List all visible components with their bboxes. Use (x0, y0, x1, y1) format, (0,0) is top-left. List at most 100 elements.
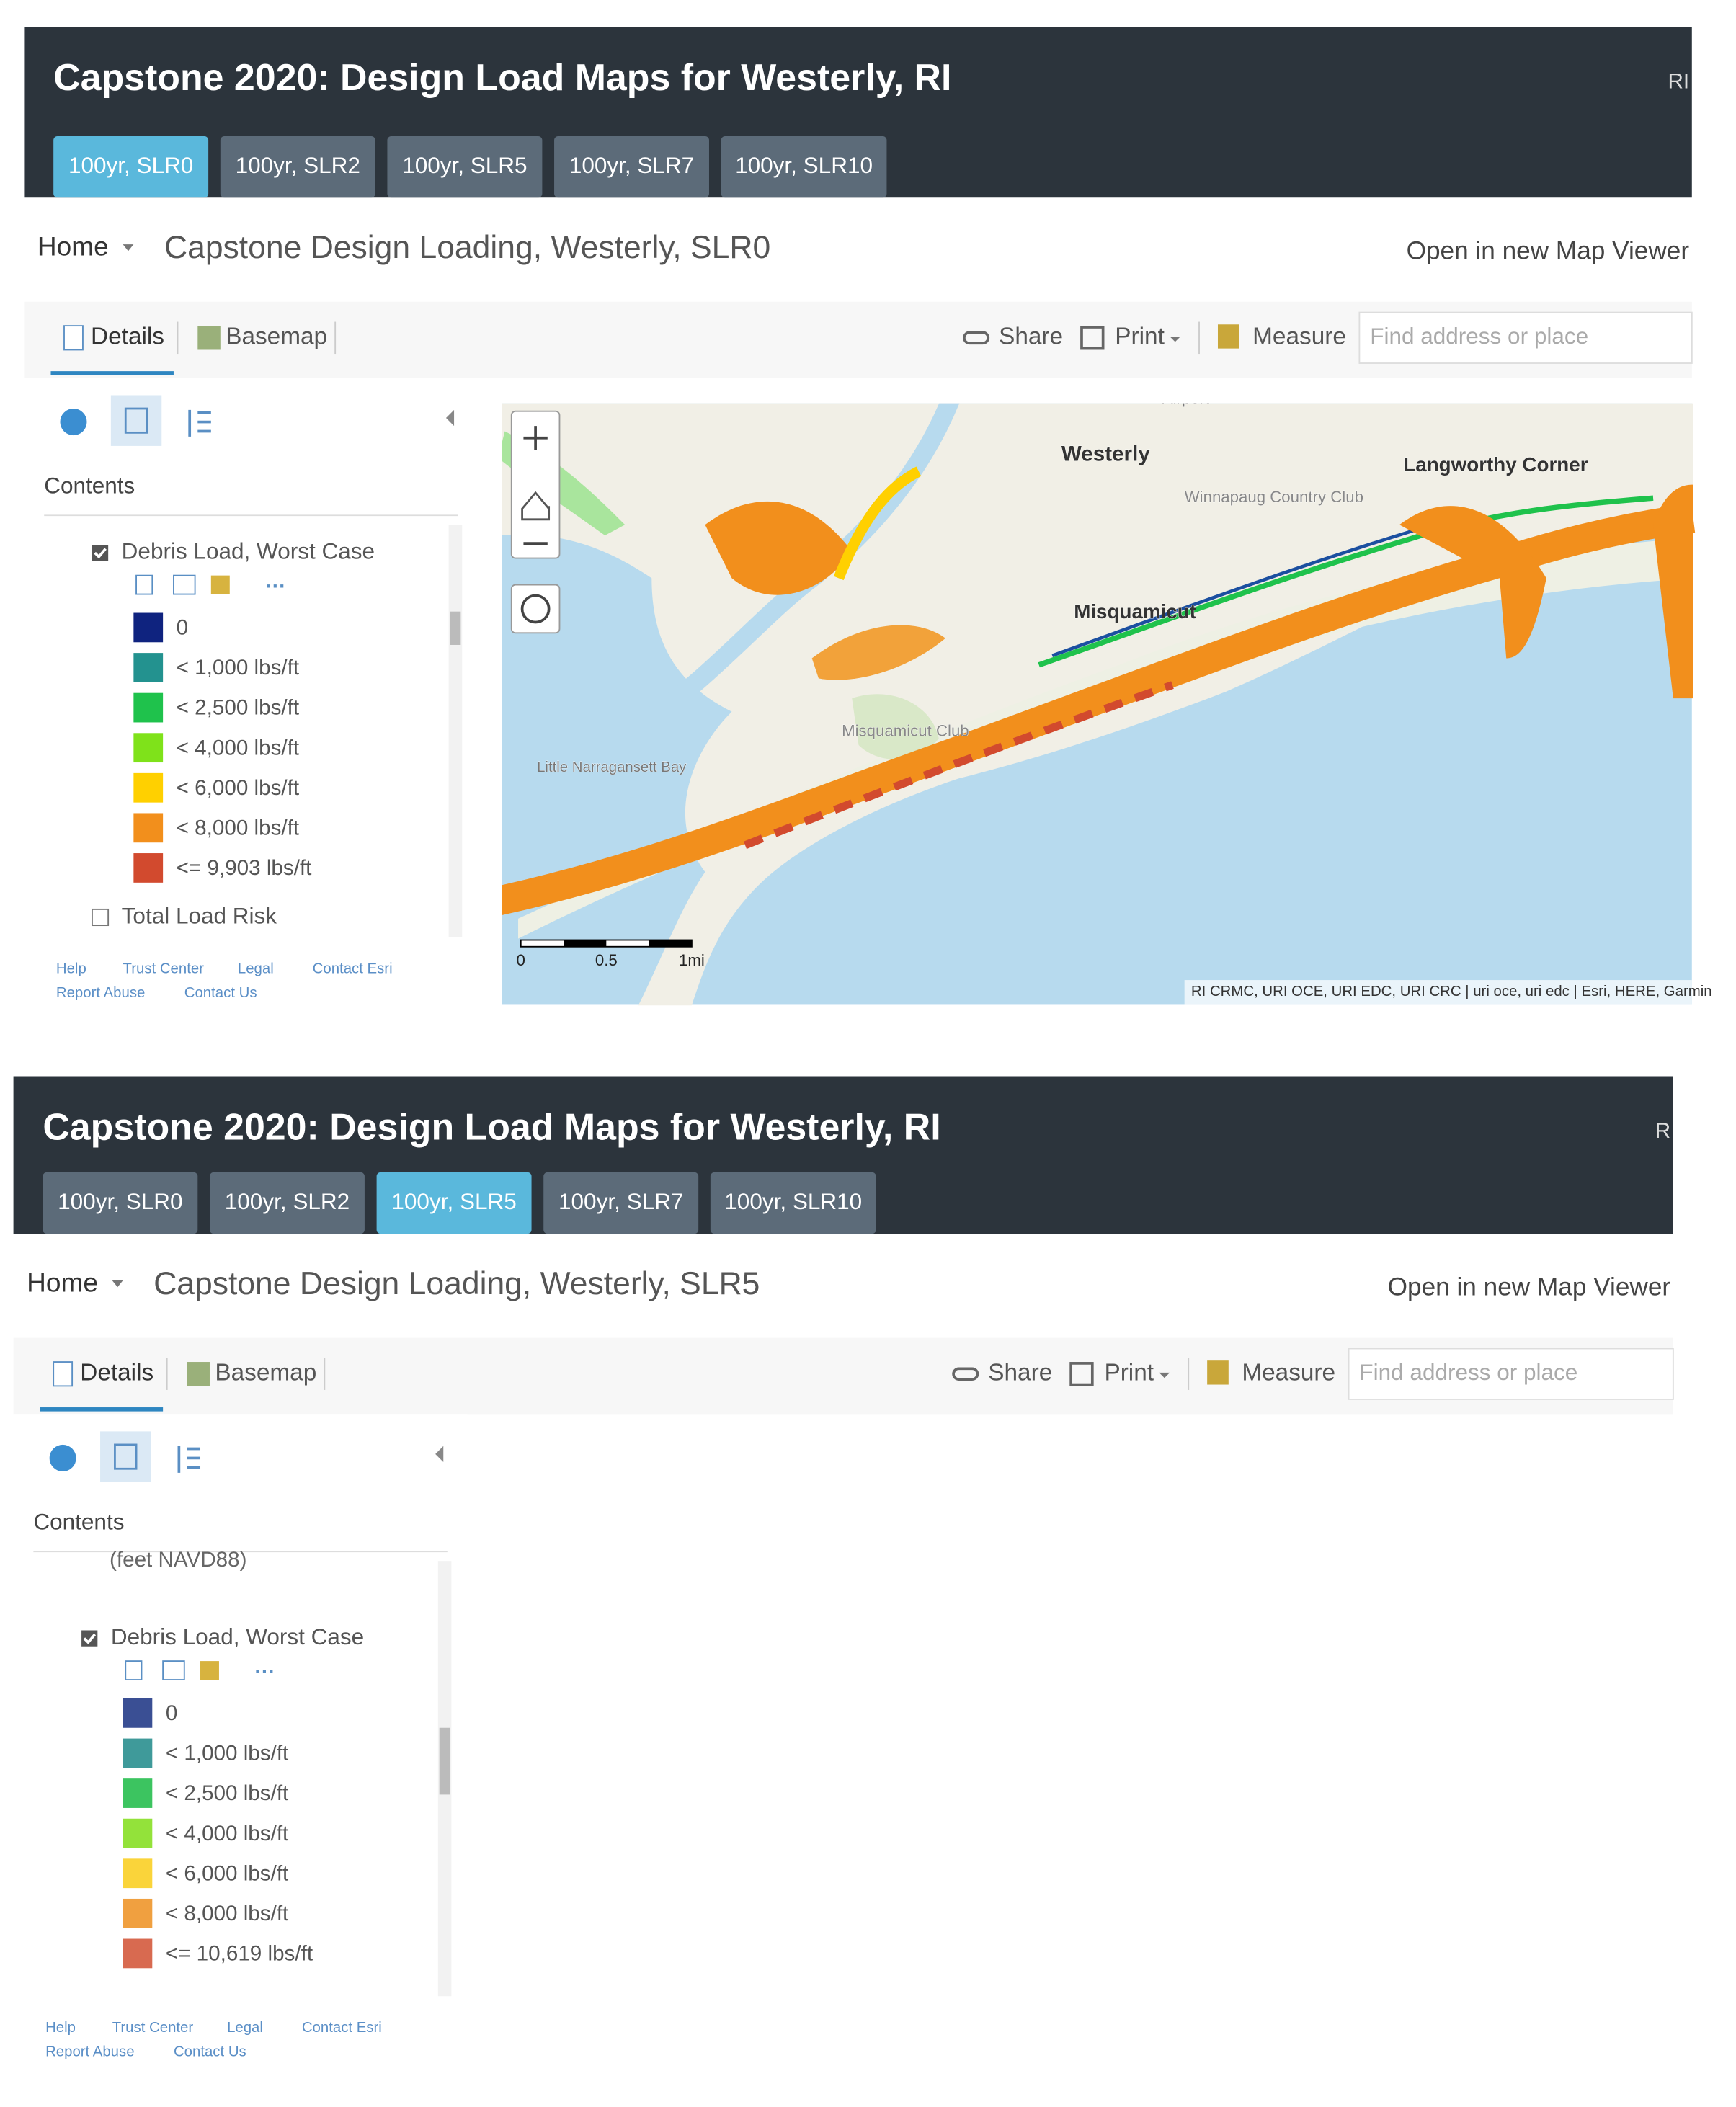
search-placeholder[interactable]: Find address or place (1370, 323, 1588, 349)
zoom-control[interactable] (510, 410, 561, 559)
tab-label[interactable]: 100yr, SLR7 (569, 152, 694, 178)
share-button[interactable]: Share (999, 324, 1063, 350)
collapse-arrow[interactable] (445, 409, 455, 427)
home-button[interactable] (512, 1529, 538, 1556)
search-box[interactable] (1348, 1348, 1674, 1400)
tab[interactable]: 100yr, SLR10 (721, 136, 887, 198)
tab[interactable]: 100yr, SLR5 (376, 1172, 532, 1234)
scrollbar-thumb[interactable] (450, 611, 461, 645)
scale-bar-segment (638, 1999, 681, 2005)
tab-label[interactable]: 100yr, SLR5 (391, 1188, 516, 1214)
tab[interactable]: 100yr, SLR2 (220, 136, 375, 198)
tab[interactable]: 100yr, SLR0 (53, 136, 209, 198)
basemap-tab[interactable]: Basemap (215, 1360, 316, 1386)
details-tab[interactable]: Details (80, 1360, 153, 1386)
footer-link[interactable]: Contact Esri (313, 961, 393, 977)
footer-link[interactable]: Legal (227, 2020, 263, 2036)
basemap-tab[interactable]: Basemap (226, 324, 327, 350)
layer-tool-icon[interactable] (162, 1660, 185, 1680)
map[interactable]: Westerly Tom Harvey Rd Winnapaug Country C… (468, 1414, 1683, 2063)
scale-label: 0 (506, 2010, 515, 2028)
footer-link[interactable]: Legal (238, 961, 274, 977)
tab[interactable]: 100yr, SLR2 (209, 1172, 365, 1234)
footer-link[interactable]: Trust Center (112, 2020, 194, 2036)
layer-checkbox[interactable] (92, 545, 109, 561)
measure-button[interactable]: Measure (1252, 324, 1346, 350)
tab-bg[interactable] (53, 136, 209, 198)
tab-label[interactable]: 100yr, SLR0 (58, 1188, 182, 1214)
print-button[interactable]: Print (1115, 324, 1165, 350)
tab-label[interactable]: 100yr, SLR5 (402, 152, 527, 178)
map[interactable]: Airport Westerly Langworthy Corner Winnapau… (478, 378, 1712, 1006)
layer-tool-icon[interactable] (125, 1660, 143, 1680)
open-link[interactable]: Open in new Map Viewer (1407, 237, 1690, 265)
tab[interactable]: 100yr, SLR7 (554, 136, 709, 198)
tab-label[interactable]: 100yr, SLR10 (724, 1188, 862, 1214)
tab-bg[interactable] (554, 136, 709, 198)
tab-bg[interactable] (710, 1172, 876, 1234)
tab-bg[interactable] (209, 1172, 365, 1234)
layer-tool-icon[interactable] (135, 574, 153, 595)
layer-tool-icon[interactable] (210, 575, 230, 594)
footer-link[interactable]: Contact Us (184, 985, 257, 1001)
layer-tool-icon[interactable] (200, 1661, 219, 1680)
search-box[interactable] (1358, 311, 1693, 364)
tab-label[interactable]: 100yr, SLR0 (68, 152, 193, 178)
home-menu[interactable]: Home (37, 231, 109, 261)
tab[interactable]: 100yr, SLR7 (543, 1172, 699, 1234)
layer-checkbox[interactable] (91, 908, 110, 927)
measure-button[interactable]: Measure (1242, 1360, 1335, 1386)
footer-link[interactable]: Trust Center (123, 961, 205, 977)
tab-bg[interactable] (376, 1172, 532, 1234)
open-link[interactable]: Open in new Map Viewer (1388, 1273, 1671, 1301)
tab-label[interactable]: 100yr, SLR7 (558, 1188, 683, 1214)
more-icon[interactable]: … (264, 569, 286, 593)
footer-link[interactable]: Contact Esri (302, 2020, 382, 2036)
scrollbar-thumb[interactable] (439, 1727, 450, 1795)
footer-link[interactable]: Contact Us (174, 2044, 246, 2059)
legend-icon[interactable] (177, 1446, 201, 1473)
locate-button[interactable] (510, 584, 561, 634)
footer-link[interactable]: Help (56, 961, 86, 977)
legend-swatch (123, 1938, 153, 1969)
tab-bg[interactable] (43, 1172, 198, 1234)
details-tab[interactable]: Details (91, 324, 164, 350)
more-icon[interactable]: … (254, 1654, 275, 1678)
collapse-arrow[interactable] (435, 1446, 444, 1463)
print-button[interactable]: Print (1104, 1360, 1154, 1386)
zoom-control[interactable] (501, 1448, 549, 1595)
tab-bg[interactable] (220, 136, 375, 198)
tab[interactable]: 100yr, SLR5 (387, 136, 543, 198)
contents-icon (124, 407, 148, 434)
legend-swatch (133, 853, 164, 883)
search-placeholder[interactable]: Find address or place (1359, 1359, 1577, 1385)
zoom-in[interactable] (523, 426, 548, 450)
tab[interactable]: 100yr, SLR0 (43, 1172, 198, 1234)
contents-icon-bg[interactable] (100, 1431, 151, 1482)
layer-tool-icon[interactable] (173, 574, 196, 595)
legend-icon[interactable] (188, 409, 211, 437)
home-button[interactable] (521, 491, 551, 521)
footer-link[interactable]: Report Abuse (45, 2044, 134, 2059)
tab-bg[interactable] (721, 136, 887, 198)
map-label: Airport (1162, 389, 1210, 407)
tab-label[interactable]: 100yr, SLR2 (225, 1188, 350, 1214)
locate-button[interactable] (501, 1621, 549, 1670)
tab-bg[interactable] (387, 136, 543, 198)
share-button[interactable]: Share (988, 1360, 1052, 1386)
share-icon (952, 1367, 979, 1381)
footer-link[interactable]: Help (45, 2020, 76, 2036)
tab-label[interactable]: 100yr, SLR2 (236, 152, 360, 178)
tab[interactable]: 100yr, SLR10 (710, 1172, 876, 1234)
contents-icon-bg[interactable] (110, 395, 162, 446)
legend-label: < 8,000 lbs/ft (177, 816, 300, 840)
home-menu[interactable]: Home (27, 1267, 98, 1297)
layer-checkbox[interactable] (81, 1630, 98, 1647)
tab-bg[interactable] (543, 1172, 699, 1234)
footer-link[interactable]: Report Abuse (56, 985, 145, 1001)
info-icon[interactable] (60, 409, 87, 436)
info-icon[interactable] (49, 1444, 76, 1471)
scale-label: 0.5 (595, 951, 618, 969)
tab-label[interactable]: 100yr, SLR10 (735, 152, 873, 178)
zoom-in[interactable] (513, 1462, 537, 1486)
